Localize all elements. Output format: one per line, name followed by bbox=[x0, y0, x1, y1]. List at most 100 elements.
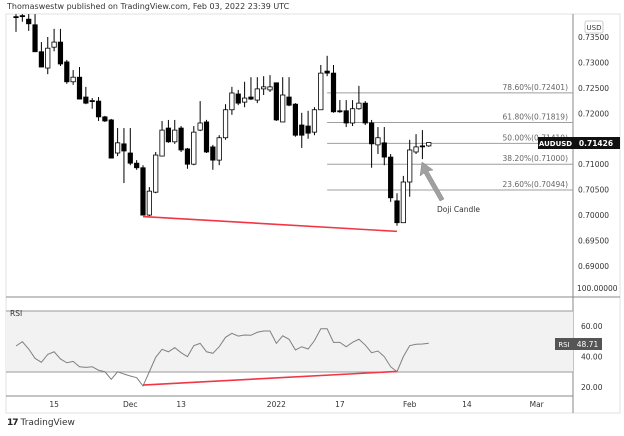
candle bbox=[51, 28, 57, 52]
price-tick-label: 0.71000 bbox=[578, 160, 609, 169]
candle bbox=[13, 14, 19, 32]
candle bbox=[388, 154, 394, 202]
candle bbox=[229, 86, 235, 115]
fib-retracement[interactable]: 78.60%(0.72401) 61.80%(0.71819) 50.00%(0.7… bbox=[327, 83, 573, 191]
candle bbox=[32, 14, 38, 53]
candle bbox=[121, 128, 127, 184]
candle bbox=[400, 175, 406, 224]
symbol-label: AUDUSD bbox=[539, 140, 572, 148]
chart-frame bbox=[5, 13, 621, 414]
symbol-price-tag: AUDUSD 0.71426 bbox=[538, 137, 620, 149]
rsi-line bbox=[15, 328, 429, 387]
candle bbox=[299, 112, 305, 148]
fib-level-label: 50.00%(0.71410) bbox=[503, 133, 569, 142]
fib-level-label: 61.80%(0.71819) bbox=[503, 113, 569, 122]
candle bbox=[140, 165, 146, 216]
candle-body bbox=[368, 122, 375, 145]
candle bbox=[235, 89, 241, 106]
candle bbox=[70, 70, 76, 85]
price-tick-label: 0.69500 bbox=[578, 237, 609, 246]
candle bbox=[115, 128, 121, 157]
time-tick-label: 17 bbox=[335, 400, 345, 409]
candle bbox=[159, 120, 165, 157]
candle bbox=[280, 77, 286, 123]
candle-body bbox=[216, 137, 222, 161]
rsi-tick-label: 20.00 bbox=[581, 383, 603, 392]
candle bbox=[349, 100, 356, 127]
candle bbox=[426, 142, 432, 147]
footer[interactable]: 17 TradingView bbox=[7, 418, 75, 428]
price-tick-label: 0.70000 bbox=[578, 211, 609, 220]
candle bbox=[241, 81, 248, 108]
candle-body bbox=[51, 41, 57, 48]
candle-body bbox=[76, 76, 83, 100]
time-axis[interactable]: 15 Dec 13 2022 17 Feb 14 Mar bbox=[49, 400, 544, 409]
price-tick-label: 0.69000 bbox=[578, 262, 609, 271]
candle bbox=[95, 97, 102, 121]
candle-body bbox=[235, 93, 241, 104]
time-tick-label: 14 bbox=[462, 400, 472, 409]
doji-label: Doji Candle bbox=[437, 205, 480, 214]
candle-body bbox=[115, 142, 121, 154]
candle-body bbox=[159, 129, 165, 157]
candle-body bbox=[197, 122, 203, 131]
candle-body bbox=[146, 190, 152, 216]
candle bbox=[394, 193, 400, 226]
candle bbox=[203, 119, 210, 154]
candle-body bbox=[305, 125, 311, 134]
candle bbox=[165, 119, 171, 143]
candle bbox=[127, 128, 133, 166]
publish-info: Thomaswestw published on TradingView.com… bbox=[7, 2, 290, 11]
candle-body bbox=[38, 51, 45, 68]
candle-body bbox=[261, 86, 267, 90]
candle bbox=[83, 86, 89, 105]
candle-body bbox=[153, 154, 159, 193]
price-tick-label: 0.73000 bbox=[578, 58, 609, 67]
fib-level-label: 23.60%(0.70494) bbox=[503, 180, 569, 189]
price-tick-label: 0.72000 bbox=[578, 109, 609, 118]
candle-body bbox=[375, 137, 381, 146]
candle bbox=[311, 107, 318, 136]
candle bbox=[45, 37, 51, 75]
candle bbox=[153, 151, 159, 194]
candle-body bbox=[134, 162, 140, 169]
candle bbox=[146, 187, 152, 217]
candle bbox=[286, 77, 292, 107]
candle-body bbox=[165, 127, 171, 143]
last-price: 0.71426 bbox=[579, 139, 613, 148]
candle-body bbox=[286, 96, 292, 106]
candle-body bbox=[311, 109, 318, 133]
time-tick-label: Feb bbox=[403, 400, 417, 409]
candle bbox=[330, 64, 337, 113]
candle bbox=[76, 67, 83, 100]
candle-body bbox=[407, 149, 413, 183]
candle bbox=[134, 160, 140, 170]
candle bbox=[324, 55, 330, 77]
trendlines bbox=[142, 215, 398, 386]
candle-body bbox=[127, 152, 133, 164]
candle-body bbox=[388, 156, 394, 199]
candle-body bbox=[203, 121, 210, 153]
candle bbox=[178, 126, 184, 152]
candle-body bbox=[89, 100, 95, 102]
candle bbox=[210, 144, 216, 170]
candle-body bbox=[273, 82, 279, 121]
candle-body bbox=[172, 129, 178, 143]
candle bbox=[337, 100, 343, 113]
candle-body bbox=[19, 15, 25, 18]
candle bbox=[292, 103, 299, 137]
fib-level-label: 78.60%(0.72401) bbox=[503, 83, 569, 92]
candle-body bbox=[381, 142, 387, 158]
candle bbox=[38, 42, 45, 68]
candle-body bbox=[324, 70, 330, 74]
candle-body bbox=[64, 61, 70, 83]
currency-badge[interactable]: USD bbox=[584, 20, 604, 34]
candle bbox=[57, 28, 64, 67]
price-axis[interactable]: 0.73500 0.73000 0.72500 0.72000 0.71000 0.705… bbox=[578, 33, 609, 392]
time-tick-label: 13 bbox=[176, 400, 186, 409]
candle bbox=[381, 127, 387, 166]
candle-body bbox=[419, 145, 426, 148]
candle bbox=[267, 75, 273, 92]
candle bbox=[356, 85, 362, 110]
